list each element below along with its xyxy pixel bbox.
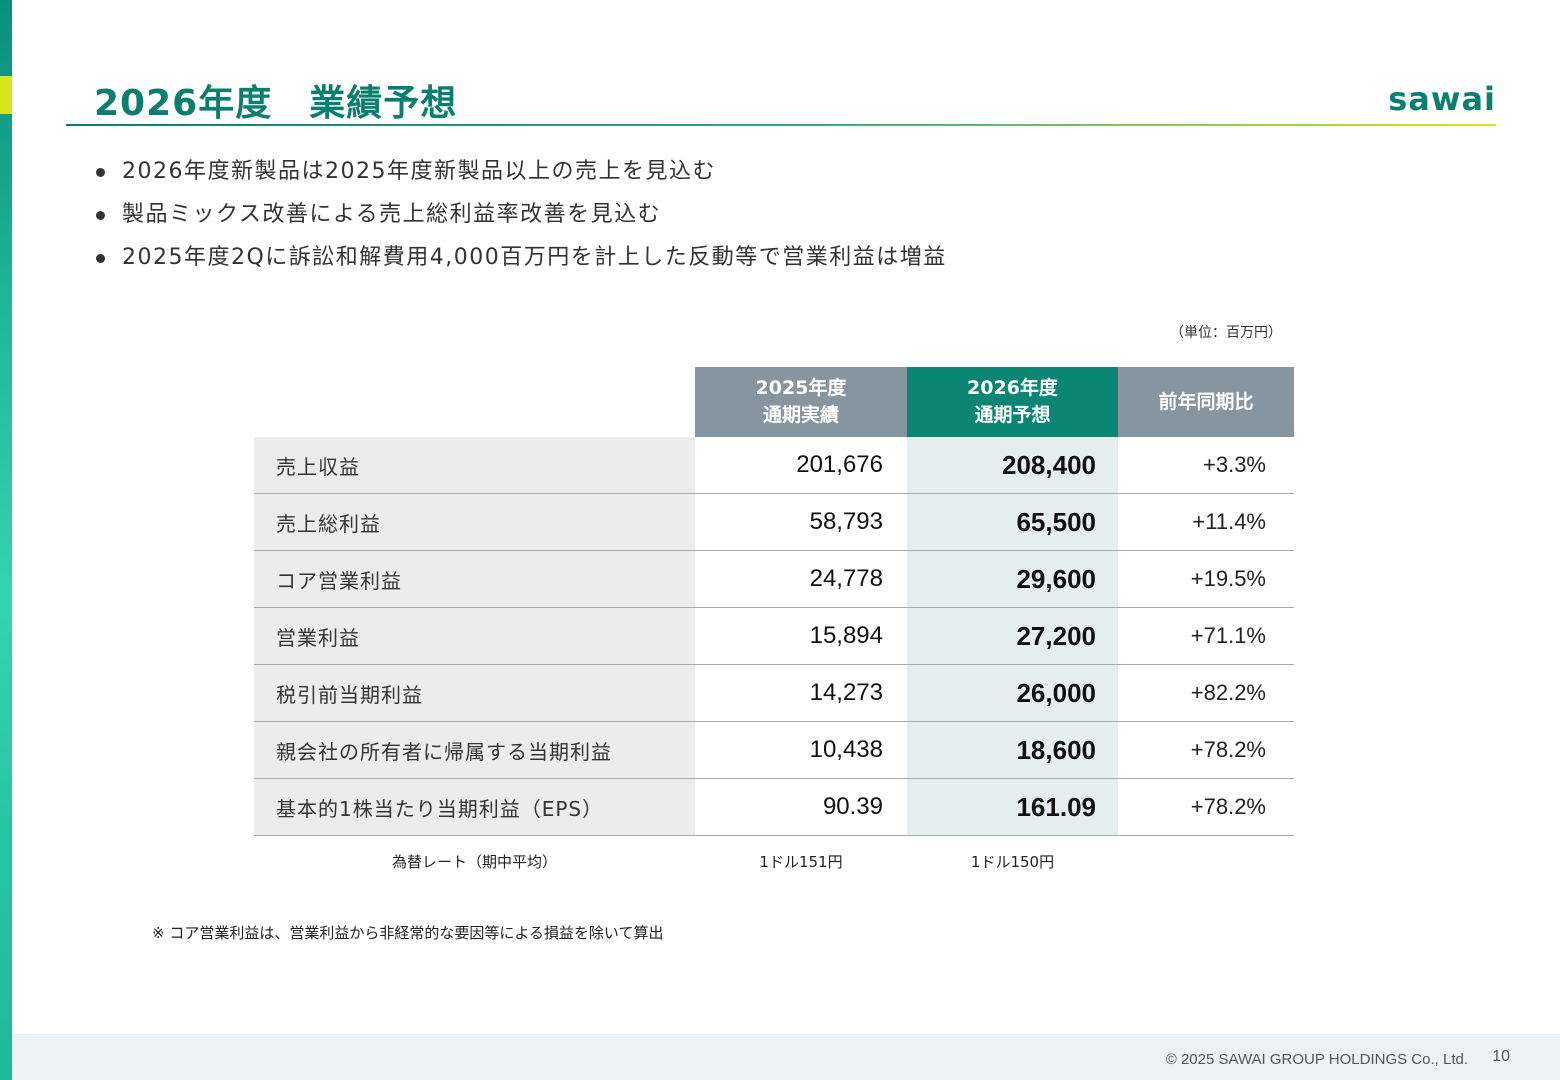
bullet-dot-icon [96, 211, 105, 220]
actual-value: 90.39 [695, 778, 907, 836]
forecast-value: 27,200 [907, 607, 1118, 665]
actual-value: 24,778 [695, 550, 907, 608]
actual-value: 15,894 [695, 607, 907, 665]
table-row: 税引前当期利益 14,273 26,000 +82.2% [254, 664, 1294, 722]
header-fy2025-actual: 2025年度 通期実績 [695, 367, 907, 437]
bullet-text: 2026年度新製品は2025年度新製品以上の売上を見込む [122, 159, 716, 184]
header-yoy: 前年同期比 [1118, 367, 1294, 437]
bullet-text: 2025年度2Qに訴訟和解費用4,000百万円を計上した反動等で営業利益は増益 [122, 245, 947, 270]
left-accent-highlight [0, 76, 12, 114]
actual-value: 14,273 [695, 664, 907, 722]
table-row: 売上総利益 58,793 65,500 +11.4% [254, 493, 1294, 551]
actual-value: 201,676 [695, 437, 907, 494]
footnote: ※ コア営業利益は、営業利益から非経常的な要因等による損益を除いて算出 [152, 924, 664, 942]
table-row: 売上収益 201,676 208,400 +3.3% [254, 437, 1294, 494]
row-label: 税引前当期利益 [254, 664, 695, 722]
header-actual-line2: 通期実績 [762, 404, 839, 426]
header-actual-line1: 2025年度 [755, 377, 847, 399]
fx-yoy-blank [1118, 835, 1294, 886]
table-row: 親会社の所有者に帰属する当期利益 10,438 18,600 +78.2% [254, 721, 1294, 779]
row-label: コア営業利益 [254, 550, 695, 608]
sawai-logo: sawai [1388, 80, 1496, 118]
header-blank-cell [254, 367, 695, 437]
forecast-value: 65,500 [907, 493, 1118, 551]
bullet-item: 製品ミックス改善による売上総利益率改善を見込む [94, 195, 947, 238]
bullet-item: 2026年度新製品は2025年度新製品以上の売上を見込む [94, 152, 947, 195]
unit-note: （単位：百万円） [1170, 325, 1282, 341]
bullet-list: 2026年度新製品は2025年度新製品以上の売上を見込む 製品ミックス改善による… [94, 152, 947, 281]
copyright-text: © 2025 SAWAI GROUP HOLDINGS Co., Ltd. [1165, 1051, 1468, 1068]
bullet-item: 2025年度2Qに訴訟和解費用4,000百万円を計上した反動等で営業利益は増益 [94, 238, 947, 281]
table-row: コア営業利益 24,778 29,600 +19.5% [254, 550, 1294, 608]
yoy-value: +78.2% [1118, 721, 1294, 779]
header-forecast-line1: 2026年度 [967, 377, 1058, 399]
page-title: 2026年度 業績予想 [94, 83, 458, 124]
yoy-value: +19.5% [1118, 550, 1294, 608]
yoy-value: +3.3% [1118, 437, 1294, 494]
left-accent-bar [0, 0, 12, 1080]
forecast-value: 29,600 [907, 550, 1118, 608]
forecast-value: 208,400 [907, 437, 1118, 494]
bullet-text: 製品ミックス改善による売上総利益率改善を見込む [122, 202, 662, 227]
row-label: 営業利益 [254, 607, 695, 665]
footer-bar [12, 1034, 1560, 1080]
yoy-value: +11.4% [1118, 493, 1294, 551]
table-row: 営業利益 15,894 27,200 +71.1% [254, 607, 1294, 665]
row-label: 売上総利益 [254, 493, 695, 551]
fx-actual: 1ドル151円 [695, 835, 907, 886]
row-label: 基本的1株当たり当期利益（EPS） [254, 778, 695, 836]
fx-rate-row: 為替レート（期中平均） 1ドル151円 1ドル150円 [254, 835, 1294, 886]
forecast-value: 161.09 [907, 778, 1118, 836]
table-row: 基本的1株当たり当期利益（EPS） 90.39 161.09 +78.2% [254, 778, 1294, 836]
actual-value: 58,793 [695, 493, 907, 551]
forecast-value: 18,600 [907, 721, 1118, 779]
actual-value: 10,438 [695, 721, 907, 779]
yoy-value: +71.1% [1118, 607, 1294, 665]
row-label: 売上収益 [254, 437, 695, 494]
bullet-dot-icon [96, 254, 105, 263]
header-fy2026-forecast: 2026年度 通期予想 [907, 367, 1118, 437]
fx-forecast: 1ドル150円 [907, 835, 1118, 886]
forecast-value: 26,000 [907, 664, 1118, 722]
bullet-dot-icon [96, 168, 105, 177]
table-header-row: 2025年度 通期実績 2026年度 通期予想 前年同期比 [254, 367, 1294, 437]
yoy-value: +78.2% [1118, 778, 1294, 836]
row-label: 親会社の所有者に帰属する当期利益 [254, 721, 695, 779]
header-forecast-line2: 通期予想 [974, 404, 1051, 426]
fx-label: 為替レート（期中平均） [254, 835, 695, 886]
page-number: 10 [1492, 1048, 1510, 1065]
forecast-table: 2025年度 通期実績 2026年度 通期予想 前年同期比 売上収益 201,676… [254, 367, 1294, 886]
title-divider [66, 124, 1496, 126]
yoy-value: +82.2% [1118, 664, 1294, 722]
